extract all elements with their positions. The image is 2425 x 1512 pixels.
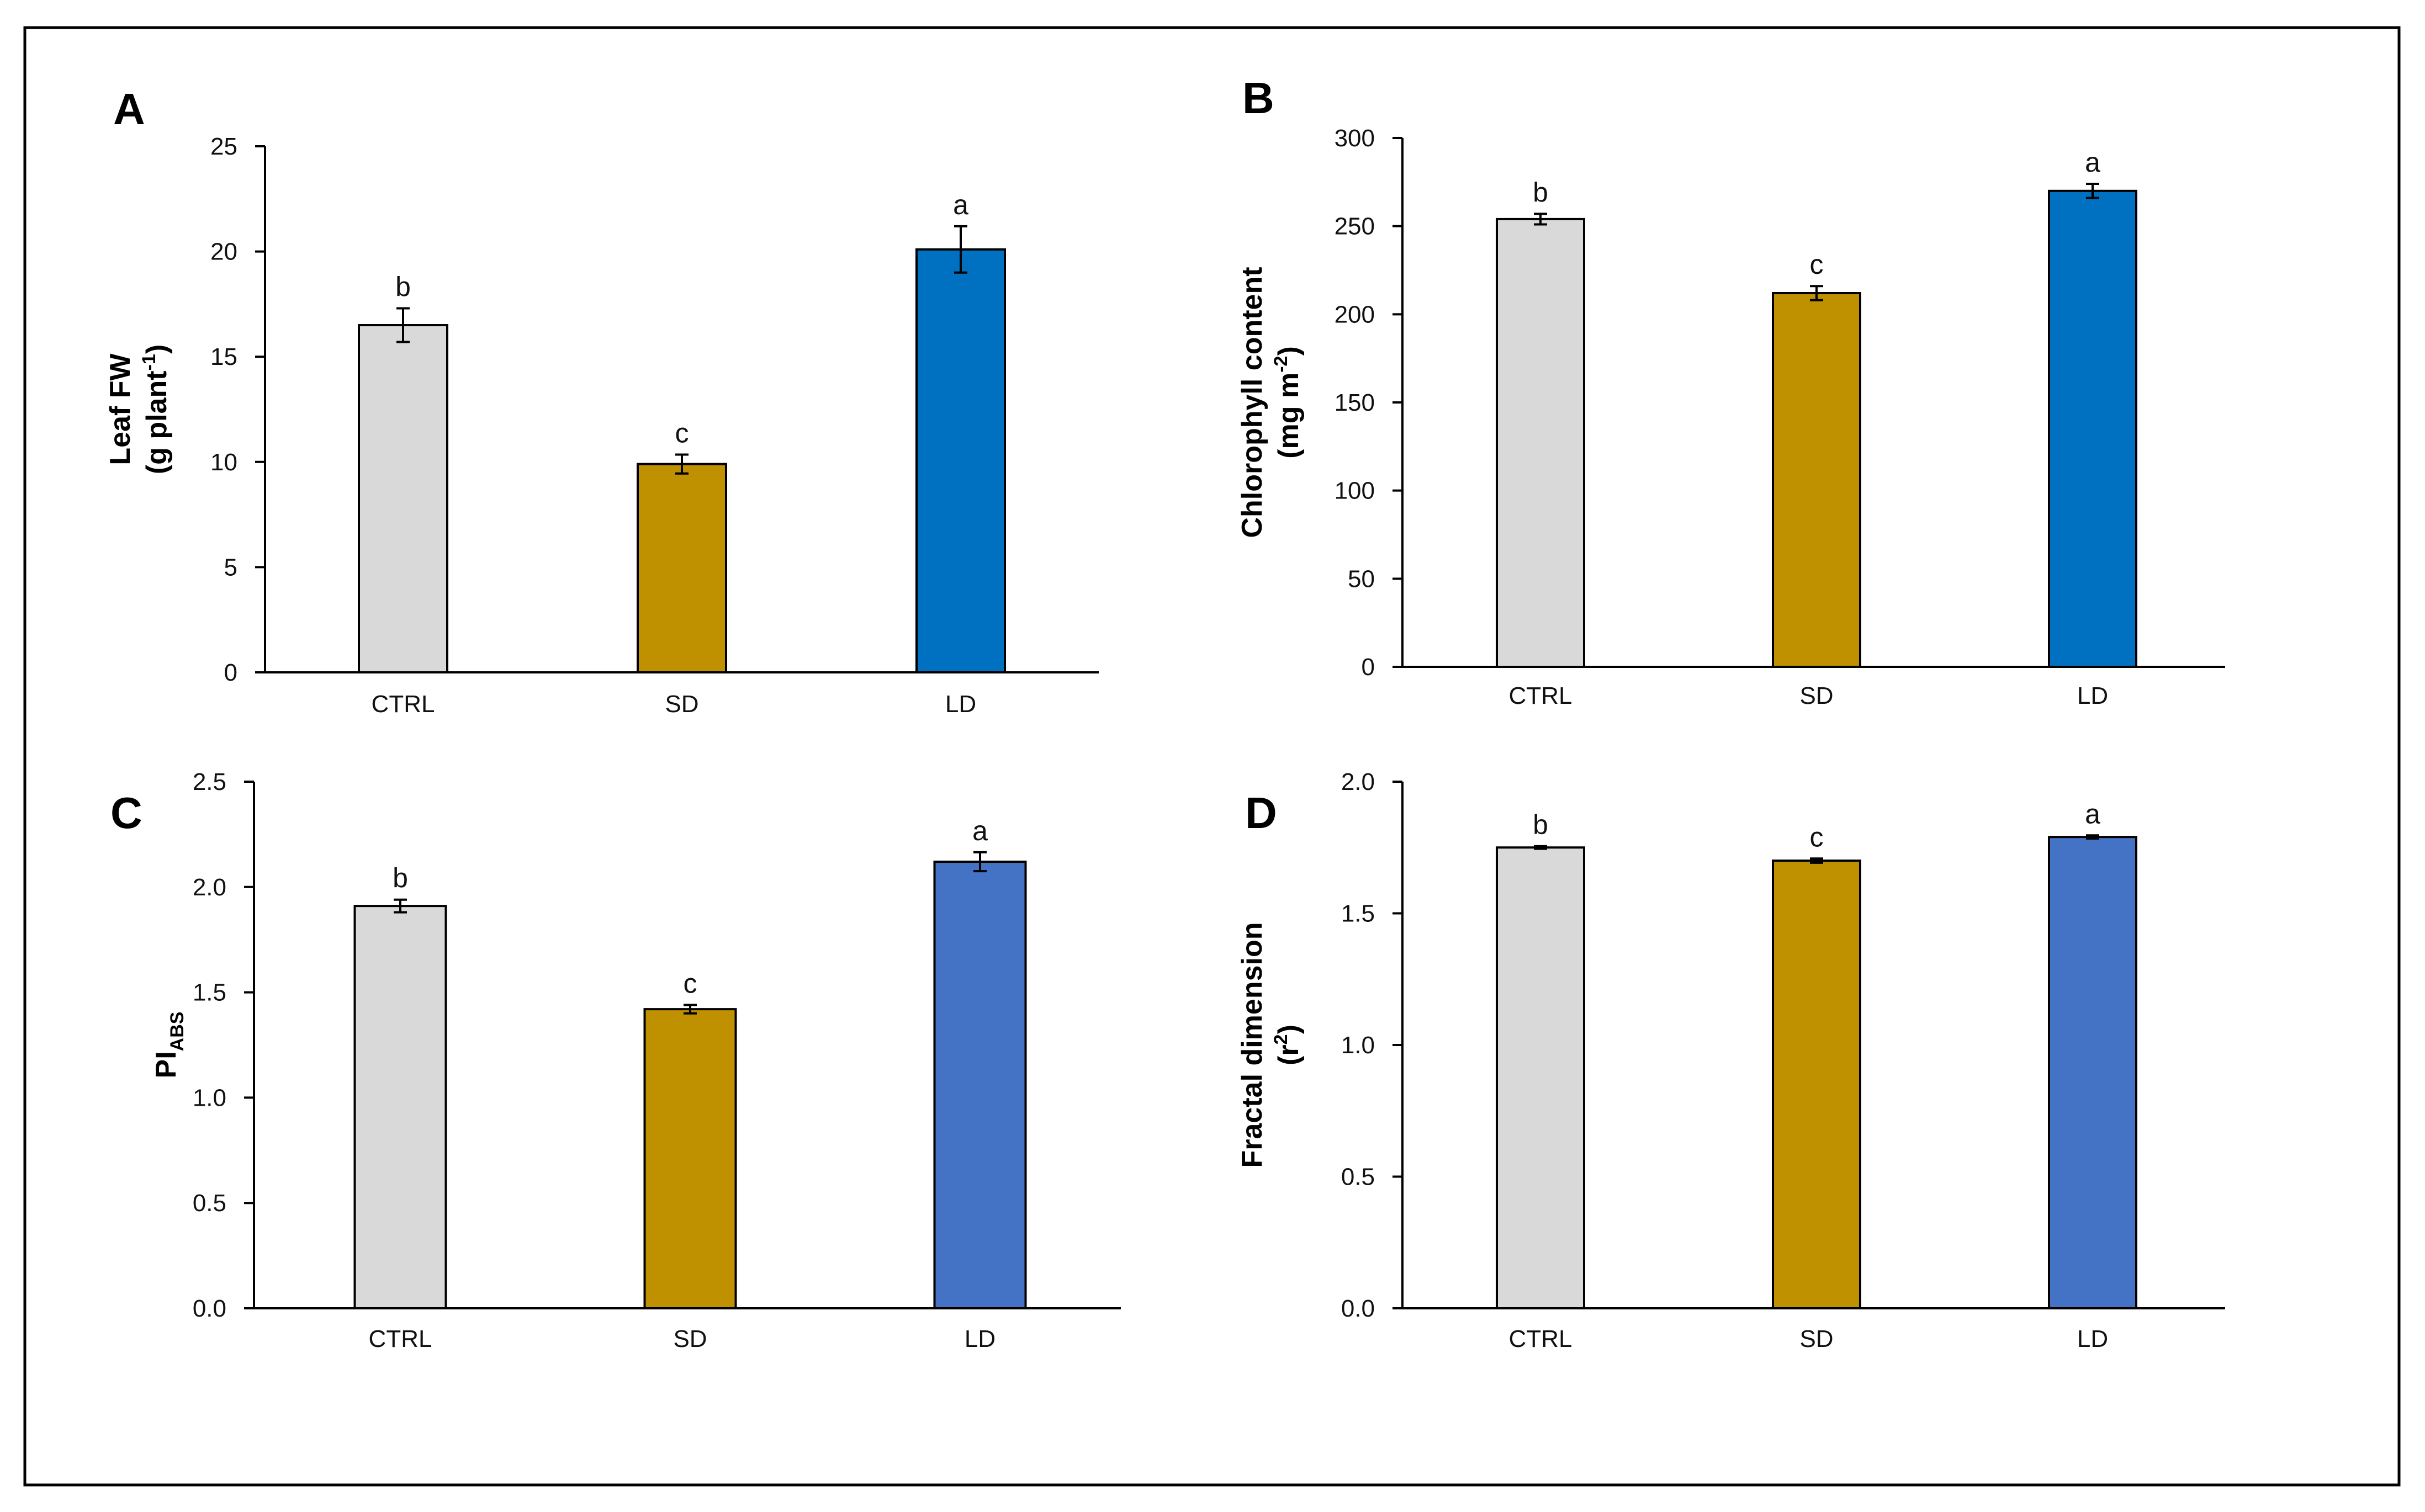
bar-sd	[1772, 860, 1861, 1309]
bar-ld	[915, 248, 1006, 673]
y-tick-label: 10	[210, 449, 237, 476]
y-axis-label-text: )	[141, 344, 173, 354]
y-tick-label: 2.5	[193, 768, 226, 795]
y-tick-label: 5	[224, 554, 237, 581]
x-tick-label: CTRL	[369, 1325, 432, 1352]
bar-ld	[2048, 836, 2137, 1310]
x-tick-label: LD	[2077, 682, 2108, 709]
y-tick-label: 0.0	[193, 1295, 226, 1322]
x-tick-label: SD	[673, 1325, 707, 1352]
significance-letter: c	[675, 417, 689, 448]
y-tick-label: 200	[1335, 301, 1375, 328]
y-axis-label-subscript: ABS	[167, 1012, 188, 1052]
significance-letter: a	[2085, 147, 2100, 178]
y-axis-label-text: (r	[1273, 1044, 1305, 1065]
panel-label-d: D	[1245, 788, 1277, 837]
panel-label-c: C	[110, 788, 142, 837]
y-tick-label: 1.5	[193, 979, 226, 1006]
significance-letter: c	[1810, 249, 1824, 280]
significance-letter: c	[1810, 821, 1824, 852]
x-tick-label: LD	[2077, 1325, 2108, 1352]
y-axis-label-line: Chlorophyll content	[1236, 267, 1268, 538]
panel-a: A 0 5 10 15 20 25 b CTRL c SD a LD Leaf FW (g plant-1)	[104, 84, 1099, 718]
bar-sd	[1772, 292, 1861, 668]
y-axis-label: PIABS	[150, 1012, 188, 1079]
y-axis-label-superscript: 2	[1270, 1034, 1291, 1044]
x-tick-label: CTRL	[1509, 682, 1572, 709]
y-tick-label: 250	[1335, 213, 1375, 240]
y-tick-label: 0	[224, 659, 237, 686]
x-tick-label: LD	[945, 691, 976, 718]
y-axis-label: Fractal dimension (r2)	[1236, 922, 1305, 1168]
y-axis-label-text: (mg m	[1273, 373, 1305, 459]
y-axis-label-text: PI	[150, 1051, 182, 1078]
y-axis-label: Leaf FW (g plant-1)	[104, 344, 173, 474]
y-axis-label-line: Fractal dimension	[1236, 922, 1268, 1168]
y-axis-label-text: )	[1273, 346, 1305, 356]
y-tick-label: 1.0	[193, 1084, 226, 1111]
y-tick-label: 50	[1348, 565, 1375, 592]
significance-letter: a	[953, 189, 968, 220]
y-tick-label: 0.5	[193, 1190, 226, 1217]
y-tick-label: 20	[210, 238, 237, 266]
x-tick-label: CTRL	[1509, 1325, 1572, 1352]
y-axis-label-superscript: -2	[1270, 356, 1291, 373]
y-tick-label: 1.5	[1341, 900, 1375, 927]
y-axis-label-text: Chlorophyll content	[1236, 267, 1268, 538]
bar-ld	[2048, 189, 2137, 668]
y-axis-label-line: (g plant-1)	[139, 344, 173, 474]
y-tick-label: 2.0	[193, 874, 226, 901]
y-tick-label: 15	[210, 343, 237, 370]
y-axis-label-text: )	[1273, 1025, 1305, 1034]
panel-label-b: B	[1242, 73, 1274, 123]
y-axis-label-line: Leaf FW	[104, 353, 136, 465]
y-tick-label: 1.0	[1341, 1032, 1375, 1059]
bar-ctrl	[353, 905, 447, 1310]
bar-sd	[643, 1008, 737, 1310]
y-axis-label-line: (mg m-2)	[1270, 346, 1305, 459]
significance-letter: a	[2085, 798, 2100, 829]
y-tick-label: 150	[1335, 389, 1375, 416]
y-axis-label-superscript: -1	[139, 354, 160, 370]
panel-c: C 0.0 0.5 1.0 1.5 2.0 2.5 b CTRL c SD a LD PIABS	[110, 768, 1121, 1352]
panel-b: B 0 50 100 150 200 250 300 b CTRL c SD a LD Chlorophyl…	[1236, 73, 2225, 709]
bar-sd	[637, 463, 727, 673]
y-tick-label: 0.5	[1341, 1164, 1375, 1191]
bar-ctrl	[1496, 217, 1585, 669]
y-tick-label: 25	[210, 133, 237, 160]
bar-ctrl	[1496, 846, 1585, 1309]
x-tick-label: CTRL	[372, 691, 435, 718]
significance-letter: c	[684, 968, 697, 999]
y-axis-label-text: Fractal dimension	[1236, 922, 1268, 1168]
y-tick-label: 0.0	[1341, 1295, 1375, 1322]
y-axis-label-line: PIABS	[150, 1012, 188, 1079]
x-tick-label: SD	[1799, 1325, 1833, 1352]
y-tick-label: 2.0	[1341, 768, 1375, 795]
bar-ld	[933, 861, 1027, 1310]
significance-letter: b	[1533, 809, 1548, 840]
y-axis-label-text: (g plant	[141, 370, 173, 474]
y-tick-label: 100	[1335, 478, 1375, 505]
panel-label-a: A	[113, 84, 145, 134]
y-tick-label: 300	[1335, 125, 1375, 152]
significance-letter: a	[972, 815, 988, 846]
x-tick-label: SD	[665, 691, 698, 718]
y-tick-label: 0	[1362, 654, 1375, 681]
y-axis-label: Chlorophyll content (mg m-2)	[1236, 267, 1305, 538]
panel-d: D 0.0 0.5 1.0 1.5 2.0 b CTRL c SD a LD Fractal dimen…	[1236, 768, 2225, 1352]
y-axis-label-text: Leaf FW	[104, 353, 136, 465]
bar-ctrl	[358, 324, 448, 673]
significance-letter: b	[395, 272, 411, 303]
x-tick-label: LD	[965, 1325, 996, 1352]
significance-letter: b	[1533, 177, 1548, 208]
x-tick-label: SD	[1799, 682, 1833, 709]
significance-letter: b	[393, 863, 408, 894]
y-axis-label-line: (r2)	[1270, 1025, 1305, 1065]
